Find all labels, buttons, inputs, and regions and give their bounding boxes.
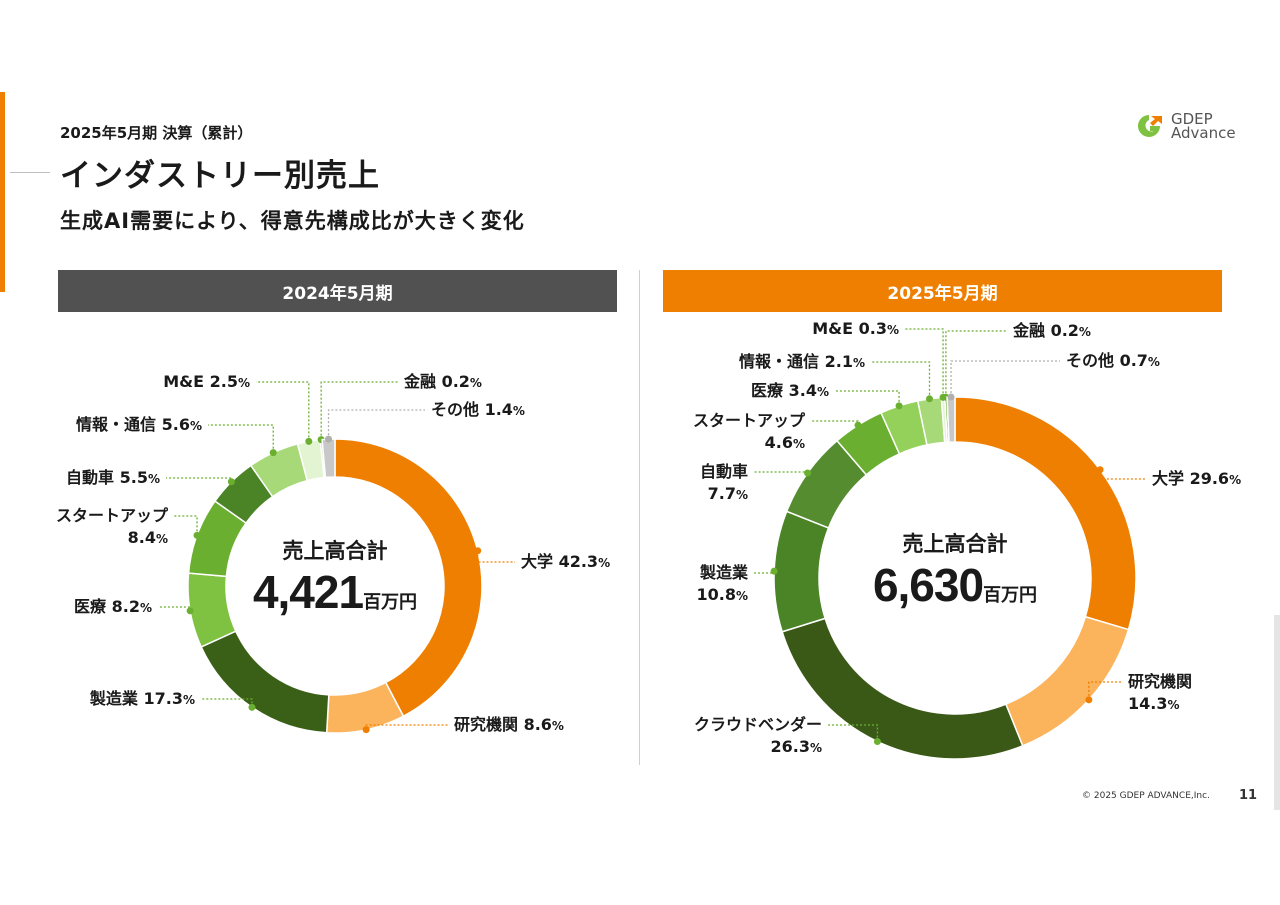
copyright: © 2025 GDEP ADVANCE,Inc.: [1082, 791, 1210, 801]
total-unit: 百万円: [363, 592, 418, 613]
title-rule: [10, 172, 50, 173]
label-0-7: M&E 2.5%: [163, 372, 250, 391]
leader-0-6: [208, 424, 274, 453]
logo-line2: Advance: [1171, 124, 1236, 142]
label-0-9: その他 1.4%: [431, 400, 525, 419]
slice-0-0: [334, 438, 483, 718]
center-total-2024: 売上高合計 4,421百万円: [220, 535, 450, 619]
leader-0-9: [327, 409, 425, 440]
label-1-5: スタートアップ 4.6%: [693, 411, 806, 452]
leader-dot-0-4: [193, 531, 201, 539]
gdep-logo-icon: [1138, 115, 1162, 137]
label-1-2: クラウドベンダー 26.3%: [694, 715, 822, 756]
page-title: インダストリー別売上: [60, 158, 380, 194]
period-header-2025: 2025年5月期: [663, 270, 1222, 312]
slice-0-2: [200, 630, 330, 734]
label-0-3: 医療 8.2%: [74, 597, 152, 616]
leader-dot-0-1: [362, 726, 370, 734]
leader-0-2: [201, 698, 253, 708]
label-0-5: 自動車 5.5%: [66, 468, 160, 487]
label-1-3: 製造業 10.8%: [696, 563, 749, 604]
label-1-7: 情報・通信 2.1%: [739, 352, 865, 371]
column-divider: [639, 270, 640, 765]
slice-1-1: [1004, 615, 1130, 747]
label-0-4: スタートアップ 8.4%: [56, 506, 169, 547]
leader-dot-1-5: [854, 421, 862, 429]
leader-0-5: [166, 477, 233, 482]
leader-dot-0-3: [186, 607, 194, 615]
label-0-8: 金融 0.2%: [403, 372, 482, 391]
leader-1-8: [905, 328, 944, 398]
total-value: 4,421: [252, 566, 364, 618]
leader-dot-1-10: [947, 393, 955, 401]
leader-dot-0-7: [305, 437, 313, 445]
label-0-2: 製造業 17.3%: [89, 689, 195, 708]
leader-dot-1-3: [770, 567, 778, 575]
label-1-8: M&E 0.3%: [812, 319, 899, 338]
page-number: 11: [1239, 788, 1258, 803]
leader-dot-0-0: [474, 547, 482, 555]
leader-1-1: [1088, 681, 1122, 700]
company-logo: GDEP Advance: [1135, 110, 1236, 142]
slice-1-3: [773, 510, 830, 633]
label-1-10: その他 0.7%: [1066, 351, 1160, 370]
center-caption: 売上高合計: [282, 539, 388, 563]
leader-1-0: [1099, 469, 1146, 480]
leader-0-3: [158, 606, 191, 611]
label-1-1: 研究機関 14.3%: [1128, 672, 1192, 713]
leader-0-8: [320, 381, 398, 440]
leader-dot-0-6: [269, 449, 277, 457]
side-strip: [1274, 615, 1280, 810]
leader-dot-0-5: [227, 478, 235, 486]
leader-1-2: [828, 724, 879, 742]
leader-dot-1-0: [1096, 466, 1104, 474]
page-subtitle: 2025年5月期 決算（累計）: [60, 124, 253, 142]
leader-0-4: [174, 515, 198, 536]
leader-1-7: [871, 361, 931, 399]
leader-dot-1-7: [925, 395, 933, 403]
center-caption: 売上高合計: [902, 532, 1008, 556]
leader-dot-0-9: [325, 435, 333, 443]
lead-text: 生成AI需要により、得意先構成比が大きく変化: [60, 209, 525, 233]
leader-1-9: [945, 330, 1007, 398]
label-0-0: 大学 42.3%: [521, 552, 610, 571]
leader-0-0: [477, 550, 515, 563]
logo-line1: GDEP: [1171, 110, 1213, 128]
leader-dot-1-6: [895, 402, 903, 410]
slice-1-2: [781, 617, 1024, 760]
logo-text: GDEP Advance: [1171, 110, 1236, 142]
slice-1-10: [946, 396, 956, 443]
leader-1-5: [811, 420, 859, 426]
leader-1-6: [835, 390, 900, 406]
label-0-1: 研究機関 8.6%: [454, 715, 564, 734]
center-total-2025: 売上高合計 6,630百万円: [840, 528, 1070, 612]
leader-dot-0-2: [248, 703, 256, 711]
label-1-4: 自動車 7.7%: [700, 462, 748, 503]
leader-1-4: [754, 471, 809, 473]
leader-dot-1-1: [1085, 696, 1093, 704]
total-unit: 百万円: [983, 585, 1038, 606]
accent-bar: [0, 92, 5, 292]
label-1-9: 金融 0.2%: [1012, 321, 1091, 340]
leader-dot-1-4: [804, 469, 812, 477]
leader-0-7: [256, 381, 310, 442]
label-0-6: 情報・通信 5.6%: [76, 415, 202, 434]
leader-1-10: [950, 360, 1060, 398]
period-header-2024: 2024年5月期: [58, 270, 617, 312]
leader-dot-1-2: [873, 738, 881, 746]
total-value: 6,630: [872, 559, 984, 611]
label-1-6: 医療 3.4%: [751, 381, 829, 400]
label-1-0: 大学 29.6%: [1152, 469, 1241, 488]
